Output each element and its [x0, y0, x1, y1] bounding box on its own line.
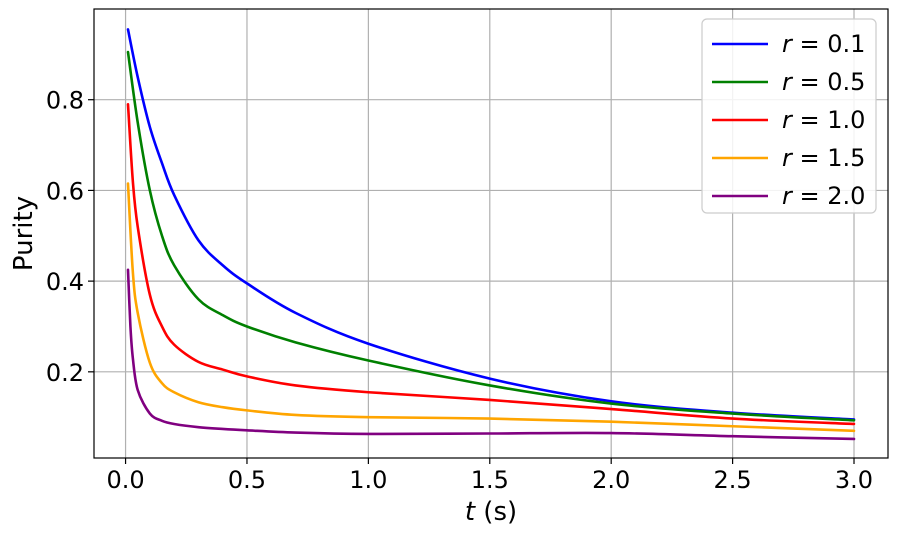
x-tick-label: 2.5	[714, 466, 752, 494]
series-line-4	[126, 182, 856, 433]
series-line-3	[126, 102, 856, 426]
y-tick-label: 0.2	[46, 359, 84, 387]
series-line-5	[126, 268, 856, 441]
y-tick-label: 0.4	[46, 268, 84, 296]
legend: r = 0.1 r = 0.5 r = 1.0 r = 1.5 r = 2.0	[701, 18, 877, 214]
x-tick-label: 0.5	[228, 466, 266, 494]
legend-label: r = 1.5	[782, 144, 865, 172]
x-tick-label: 0.0	[106, 466, 144, 494]
x-tick-label: 1.0	[349, 466, 387, 494]
legend-label: r = 0.1	[782, 30, 865, 58]
y-tick-label: 0.6	[46, 177, 84, 205]
series-line-1	[126, 28, 856, 421]
x-axis-label-var: t	[465, 497, 476, 527]
y-axis-ticks: 0.2 0.4 0.6 0.8	[46, 87, 94, 387]
x-tick-label: 2.0	[592, 466, 630, 494]
series-line-2	[126, 50, 856, 422]
legend-label: r = 2.0	[782, 182, 865, 210]
x-axis-label-unit: (s)	[475, 497, 517, 527]
x-axis-label: t (s)	[465, 497, 517, 527]
legend-label: r = 1.0	[782, 106, 865, 134]
x-axis-ticks: 0.0 0.5 1.0 1.5 2.0 2.5 3.0	[106, 458, 873, 494]
y-axis-label: Purity	[9, 196, 39, 271]
plot-frame	[93, 8, 889, 459]
legend-label: r = 0.5	[782, 68, 865, 96]
x-tick-label: 1.5	[471, 466, 509, 494]
y-tick-label: 0.8	[46, 87, 84, 115]
legend-box	[701, 18, 877, 214]
x-tick-label: 3.0	[835, 466, 873, 494]
series-lines	[126, 28, 856, 441]
